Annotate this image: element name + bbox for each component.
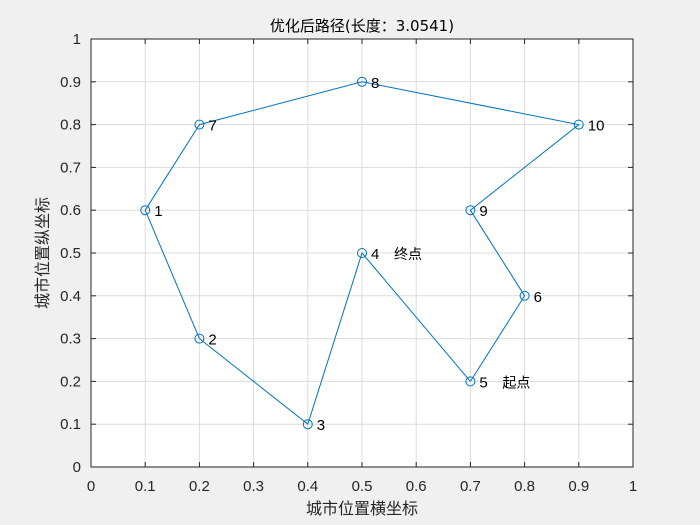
city-label-2: 2 (208, 332, 216, 349)
city-label-6: 6 (534, 289, 542, 306)
y-tick-label: 0.8 (60, 117, 81, 134)
city-label-5: 5 (479, 374, 487, 391)
x-tick-label: 0.9 (568, 478, 589, 495)
y-tick-label: 1 (73, 31, 81, 48)
city-label-8: 8 (371, 75, 379, 92)
y-ticks: 0 0.1 0.2 0.3 0.4 0.5 0.6 0.7 0.8 0.9 1 (60, 31, 633, 476)
route-line (144, 81, 580, 426)
city-label-9: 9 (479, 203, 487, 220)
city-marker-9 (465, 205, 476, 216)
city-marker-3 (302, 419, 313, 430)
city-labels: 1 2 3 4 5 6 7 8 9 10 (154, 75, 604, 434)
city-label-1: 1 (154, 203, 162, 220)
city-marker-5 (465, 376, 476, 387)
y-tick-label: 0.1 (60, 416, 81, 433)
y-tick-label: 0.7 (60, 159, 81, 176)
city-label-7: 7 (208, 118, 216, 135)
y-tick-label: 0.4 (60, 288, 81, 305)
x-ticks: 0 0.1 0.2 0.3 0.4 0.5 0.6 0.7 0.8 0.9 1 (87, 39, 637, 495)
y-tick-label: 0.6 (60, 202, 81, 219)
annotations: 起点 终点 (394, 247, 530, 391)
x-tick-label: 0.5 (352, 478, 373, 495)
city-marker-6 (519, 290, 530, 301)
x-axis-label: 城市位置横坐标 (306, 499, 418, 518)
y-tick-label: 0 (73, 459, 81, 476)
city-marker-7 (194, 119, 205, 130)
city-marker-10 (573, 119, 584, 130)
city-label-3: 3 (317, 417, 325, 434)
city-label-4: 4 (371, 246, 379, 263)
y-axis-label: 城市位置纵坐标 (33, 197, 52, 309)
x-tick-label: 0.2 (189, 478, 210, 495)
annotation-end: 终点 (394, 247, 422, 263)
city-marker-4 (357, 248, 367, 258)
city-markers (140, 76, 584, 430)
x-tick-label: 0.6 (406, 478, 427, 495)
x-tick-label: 0.7 (460, 478, 481, 495)
chart-title: 优化后路径(长度：3.0541) (270, 17, 454, 35)
y-tick-label: 0.9 (60, 74, 81, 91)
y-tick-label: 0.5 (60, 245, 81, 262)
x-tick-label: 0 (87, 478, 95, 495)
city-label-10: 10 (588, 118, 605, 135)
y-tick-label: 0.2 (60, 373, 81, 390)
city-marker-2 (194, 333, 205, 344)
x-tick-label: 0.8 (514, 478, 535, 495)
x-tick-label: 1 (629, 478, 637, 495)
city-marker-8 (357, 76, 367, 87)
city-marker-1 (140, 205, 151, 216)
x-tick-label: 0.3 (243, 478, 264, 495)
y-tick-label: 0.3 (60, 331, 81, 348)
x-tick-label: 0.4 (297, 478, 318, 495)
annotation-start: 起点 (502, 375, 530, 391)
x-tick-label: 0.1 (135, 478, 156, 495)
